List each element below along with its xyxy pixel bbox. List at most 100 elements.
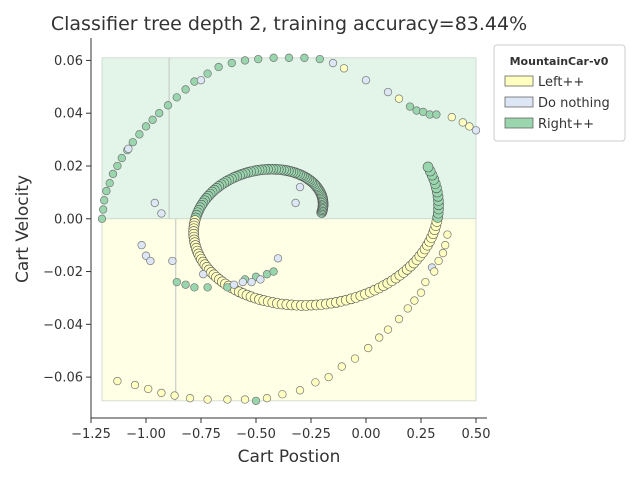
legend-label-right: Right++ [538,117,594,132]
point-right- [240,56,250,65]
point-do-nothing [273,254,283,263]
point-right- [97,214,107,223]
trajectory-point [422,161,434,173]
x-tick-label: 0.00 [352,427,381,442]
point-left- [441,241,450,250]
point-left- [324,372,333,382]
point-do-nothing [295,182,305,192]
point-do-nothing [146,256,155,266]
point-do-nothing [328,58,338,68]
x-tick-label: 0.25 [407,427,436,442]
point-left- [262,394,272,403]
point-do-nothing [137,241,146,250]
point-do-nothing [291,198,300,208]
point-do-nothing [247,277,256,287]
point-left- [170,391,179,400]
y-tick-label: 0.00 [54,212,83,227]
point-right- [203,69,212,78]
point-left- [458,118,467,127]
point-right- [190,283,199,292]
plot-area [97,53,481,405]
point-left- [223,395,232,404]
point-right- [108,169,118,179]
point-right- [284,53,294,62]
point-right- [254,54,263,64]
point-do-nothing [361,76,371,85]
legend-label-nothing: Do nothing [538,96,610,111]
point-do-nothing [229,280,239,289]
point-left- [410,296,419,305]
point-do-nothing [256,275,265,284]
point-right- [172,93,181,102]
y-tick-label: −0.02 [43,265,83,280]
point-do-nothing [383,87,393,97]
point-left- [465,122,474,131]
point-left- [394,94,404,103]
point-left- [339,64,349,73]
point-right- [227,58,236,68]
legend-swatch-right [504,117,534,129]
point-left- [113,376,122,386]
point-left- [144,384,153,394]
point-left- [311,378,320,387]
point-right- [141,122,151,131]
point-do-nothing [124,144,133,153]
point-right- [135,130,144,139]
point-left- [434,256,443,266]
point-left- [185,394,195,403]
point-right- [214,62,223,72]
point-left- [337,362,346,371]
y-tick-label: 0.06 [54,54,83,69]
point-right- [102,186,111,196]
point-right- [300,53,309,62]
y-axis-title: Cart Velocity [13,175,33,283]
point-right- [105,178,114,188]
point-right- [148,115,157,124]
y-tick-label: 0.04 [54,107,83,122]
point-right- [203,283,212,292]
point-right- [251,396,261,405]
point-do-nothing [168,256,177,266]
point-left- [443,230,452,239]
point-left- [421,277,430,287]
point-right- [100,196,109,205]
point-right- [163,101,173,110]
point-left- [203,395,212,404]
point-left- [364,343,373,353]
point-left- [350,354,360,363]
legend-title: MountainCar-v0 [510,55,609,68]
point-do-nothing [238,277,247,287]
legend-frame [493,44,626,142]
point-left- [157,388,166,398]
point-do-nothing [157,209,166,218]
point-left- [130,380,140,390]
x-tick-label: −0.50 [236,427,276,442]
point-left- [278,390,287,399]
point-right- [432,110,441,119]
point-right- [269,267,278,276]
x-tick-label: −1.00 [126,427,166,442]
legend-label-left: Left++ [538,75,584,90]
y-tick-label: −0.04 [43,318,83,333]
point-left- [295,386,305,395]
point-right- [155,109,164,118]
legend: MountainCar-v0 Left++ Do nothing Right++ [493,44,626,142]
point-right- [172,277,181,287]
point-do-nothing [471,126,481,135]
chart-title: Classifier tree depth 2, training accura… [51,13,527,35]
point-right- [405,102,415,111]
point-left- [394,314,404,324]
point-right- [98,205,108,214]
x-axis-title: Cart Postion [238,447,341,467]
decision-region-0 [101,57,477,220]
point-left- [447,113,456,122]
legend-swatch-nothing [504,96,534,108]
point-right- [190,77,199,86]
point-right- [412,106,421,115]
point-right- [269,53,278,62]
point-right- [315,54,324,64]
point-left- [240,395,250,404]
y-tick-label: 0.02 [54,159,83,174]
